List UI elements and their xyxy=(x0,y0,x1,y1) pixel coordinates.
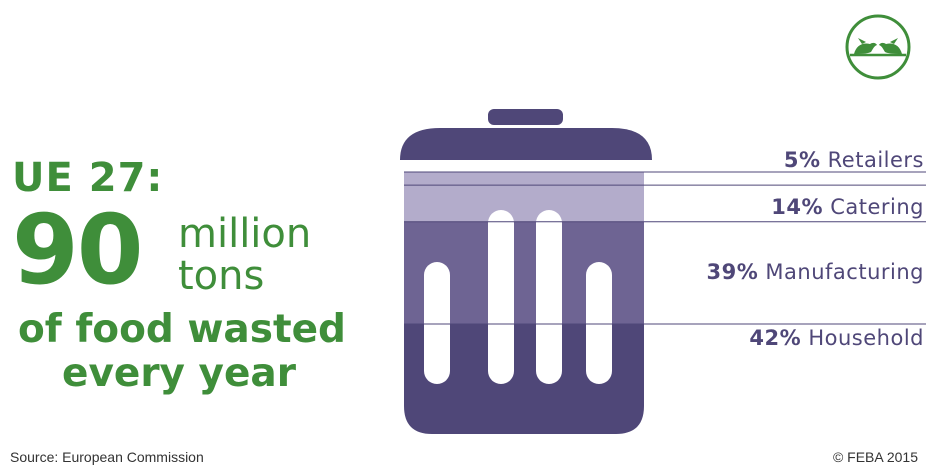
segment-percent: 5% xyxy=(783,148,821,172)
source-note: Source: European Commission xyxy=(10,449,204,465)
segment-category: Manufacturing xyxy=(758,259,924,284)
segment-category: Retailers xyxy=(820,148,924,172)
trash-bin xyxy=(400,109,652,160)
bin-slot xyxy=(424,262,450,384)
segment-category: Catering xyxy=(823,195,924,220)
headline-food-wasted: of food wasted xyxy=(18,307,346,352)
segment-category: Household xyxy=(801,325,924,350)
bin-slot xyxy=(586,262,612,384)
unit-million: million xyxy=(178,211,312,257)
region-label: UE 27: xyxy=(12,155,164,201)
segment-label-household: 42% Household xyxy=(749,325,924,350)
segment-label-manufacturing: 39% Manufacturing xyxy=(706,259,924,284)
bin-slots xyxy=(424,210,612,384)
segment-label-retailers: 5% Retailers xyxy=(784,150,924,171)
segment-percent: 14% xyxy=(771,195,824,220)
segment-catering xyxy=(404,185,644,223)
segment-percent: 42% xyxy=(749,325,802,350)
headline-every-year: every year xyxy=(62,351,296,396)
bin-slot xyxy=(536,210,562,384)
segment-label-catering: 14% Catering xyxy=(771,197,924,218)
segment-divider-lines xyxy=(404,171,926,325)
segment-retailers xyxy=(404,172,644,186)
bin-slot xyxy=(488,210,514,384)
unit-tons: tons xyxy=(178,253,265,299)
segment-percent: 39% xyxy=(706,259,759,284)
copyright-note: © FEBA 2015 xyxy=(832,449,918,465)
waste-amount-number: 90 xyxy=(12,194,144,306)
bin-lid xyxy=(400,128,652,160)
feba-birds-logo-icon xyxy=(840,14,916,80)
bin-lid-handle xyxy=(488,109,563,125)
